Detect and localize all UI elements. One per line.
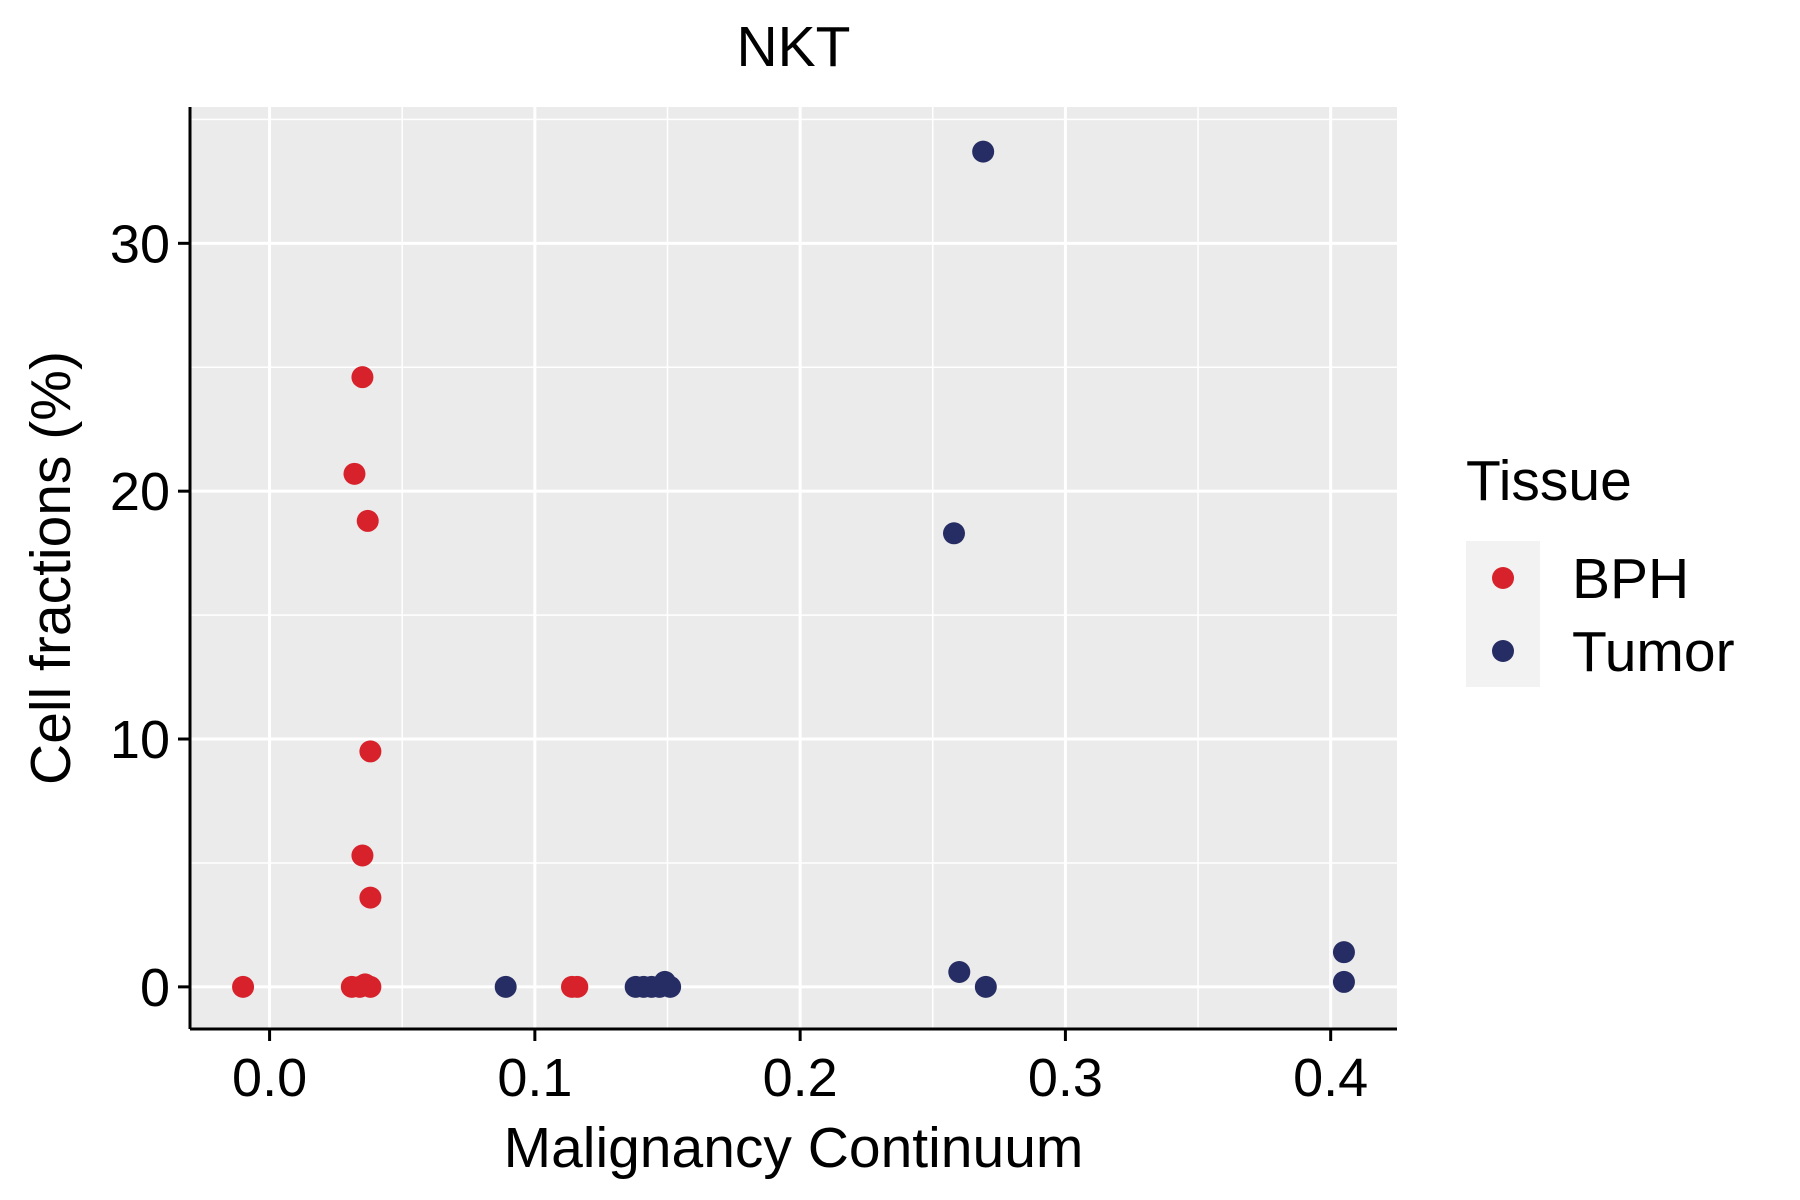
y-axis-title: Cell fractions (%) <box>19 351 83 785</box>
panel-background <box>190 107 1397 1029</box>
legend-key-background <box>1466 541 1540 687</box>
plot-title: NKT <box>737 15 851 79</box>
legend-key-tumor <box>1492 640 1514 662</box>
data-point-tumor <box>659 975 682 998</box>
plot-panel <box>190 107 1397 1029</box>
data-point-tumor <box>948 960 971 983</box>
x-tick-label: 0.3 <box>1028 1048 1103 1108</box>
legend-label-tumor: Tumor <box>1572 620 1735 684</box>
legend-title: Tissue <box>1466 449 1632 513</box>
data-point-tumor <box>942 522 965 545</box>
data-points <box>232 140 1355 998</box>
data-point-bph <box>351 844 374 867</box>
data-point-bph <box>359 886 382 909</box>
x-axis-title: Malignancy Continuum <box>504 1116 1084 1180</box>
data-point-tumor <box>1332 941 1355 964</box>
y-tick-label: 30 <box>110 214 170 274</box>
x-tick-label: 0.0 <box>232 1048 307 1108</box>
data-point-tumor <box>494 975 517 998</box>
y-tick-label: 20 <box>110 462 170 522</box>
data-point-bph <box>232 975 255 998</box>
legend: Tissue BPH Tumor <box>1466 449 1735 687</box>
y-tick-label: 0 <box>140 958 170 1018</box>
legend-label-bph: BPH <box>1572 547 1689 611</box>
data-point-bph <box>351 366 374 389</box>
x-tick-label: 0.1 <box>497 1048 572 1108</box>
y-tick-label: 10 <box>110 710 170 770</box>
series-bph <box>232 366 589 998</box>
data-point-tumor <box>972 140 995 163</box>
x-tick-label: 0.4 <box>1293 1048 1368 1108</box>
series-tumor <box>494 140 1355 998</box>
axes: 0.0 0.1 0.2 0.3 0.4 0 10 20 30 <box>110 107 1397 1108</box>
data-point-bph <box>343 462 366 485</box>
data-point-bph <box>359 740 382 763</box>
legend-key-bph <box>1492 567 1514 589</box>
data-point-bph <box>359 975 382 998</box>
data-point-tumor <box>974 975 997 998</box>
x-tick-label: 0.2 <box>763 1048 838 1108</box>
data-point-tumor <box>1332 970 1355 993</box>
data-point-bph <box>566 975 589 998</box>
data-point-bph <box>356 509 379 532</box>
